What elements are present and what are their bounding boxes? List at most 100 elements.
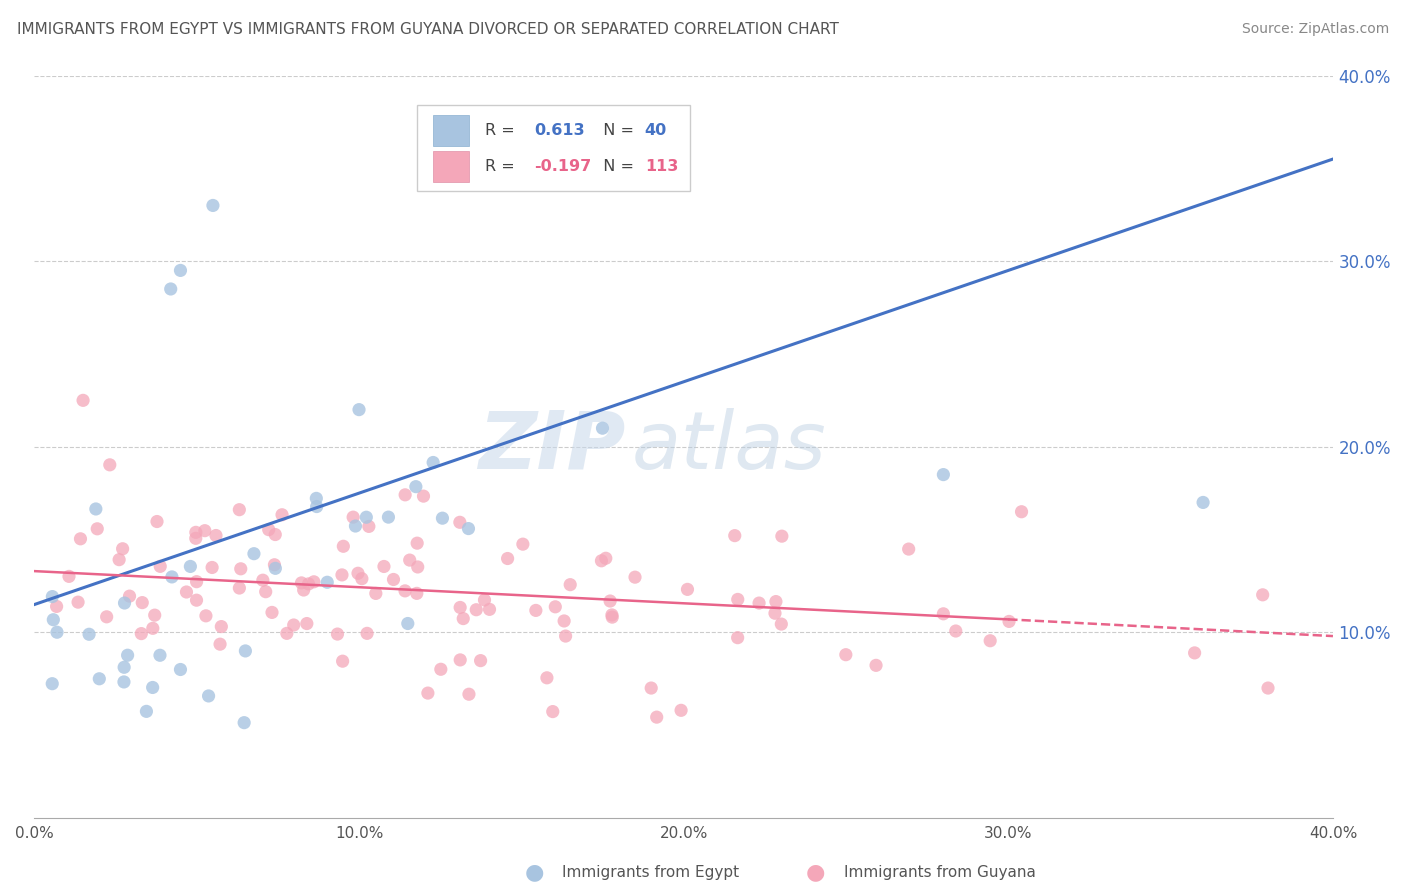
Point [149, 559, 172, 574]
Text: Source: ZipAtlas.com: Source: ZipAtlas.com [1241, 22, 1389, 37]
Point [470, 654, 492, 668]
Point [945, 624, 967, 638]
Point [176, 585, 198, 599]
Point [252, 573, 274, 587]
Point [96, 609, 118, 624]
Point [600, 607, 623, 622]
Point [430, 662, 453, 676]
Point [406, 560, 429, 574]
Point [394, 488, 416, 502]
Point [184, 531, 207, 545]
Text: atlas: atlas [631, 408, 827, 486]
Point [458, 687, 481, 701]
Point [416, 686, 439, 700]
Point [159, 282, 181, 296]
Point [998, 615, 1021, 629]
Point [290, 575, 312, 590]
Point [398, 553, 420, 567]
Point [422, 455, 444, 469]
Text: ●: ● [524, 863, 544, 882]
Text: -0.197: -0.197 [534, 159, 592, 174]
Point [228, 581, 250, 595]
Point [412, 489, 434, 503]
Point [186, 574, 208, 589]
Point [897, 542, 920, 557]
Point [131, 626, 153, 640]
Point [727, 631, 749, 645]
Point [112, 675, 135, 690]
Point [146, 515, 169, 529]
Point [451, 611, 474, 625]
Text: 40: 40 [645, 123, 666, 138]
Point [496, 551, 519, 566]
Point [669, 703, 692, 717]
Text: ●: ● [806, 863, 825, 882]
Point [42, 613, 65, 627]
Text: N =: N = [593, 159, 638, 174]
Point [645, 710, 668, 724]
Point [243, 547, 266, 561]
Point [69, 532, 91, 546]
Point [624, 570, 647, 584]
Point [536, 671, 558, 685]
Point [373, 559, 395, 574]
Point [332, 654, 354, 668]
Point [405, 480, 427, 494]
Point [117, 648, 139, 663]
Point [142, 681, 165, 695]
Point [591, 554, 613, 568]
Point [233, 715, 256, 730]
Point [169, 663, 191, 677]
Point [449, 516, 471, 530]
Point [554, 629, 576, 643]
Point [347, 402, 370, 417]
Point [131, 596, 153, 610]
Point [727, 592, 749, 607]
Point [396, 616, 419, 631]
Point [326, 627, 349, 641]
Point [302, 574, 325, 589]
Point [77, 627, 100, 641]
Point [364, 586, 387, 600]
Point [276, 626, 298, 640]
Point [765, 594, 787, 608]
Point [235, 644, 257, 658]
Point [865, 658, 887, 673]
Point [295, 616, 318, 631]
Point [932, 607, 955, 621]
Point [305, 491, 328, 506]
Point [41, 590, 63, 604]
Point [763, 606, 786, 620]
Point [118, 589, 141, 603]
Point [640, 681, 662, 695]
Point [209, 619, 232, 633]
Text: Immigrants from Egypt: Immigrants from Egypt [562, 865, 740, 880]
Point [45, 599, 67, 614]
Point [357, 519, 380, 533]
Point [169, 263, 191, 277]
Point [599, 594, 621, 608]
Point [1192, 495, 1215, 509]
Point [770, 617, 793, 632]
Point [72, 393, 94, 408]
Point [228, 502, 250, 516]
Point [979, 633, 1001, 648]
Point [449, 600, 471, 615]
Point [1251, 588, 1274, 602]
Point [1257, 681, 1279, 695]
Point [932, 467, 955, 482]
Point [405, 586, 427, 600]
Text: 0.613: 0.613 [534, 123, 585, 138]
Point [356, 510, 378, 524]
Point [356, 626, 378, 640]
Point [1184, 646, 1206, 660]
Point [143, 608, 166, 623]
Point [292, 582, 315, 597]
Point [770, 529, 793, 543]
Point [41, 676, 63, 690]
Point [271, 508, 294, 522]
Point [316, 575, 339, 590]
Text: R =: R = [485, 159, 520, 174]
Text: N =: N = [593, 123, 638, 138]
Point [297, 577, 319, 591]
